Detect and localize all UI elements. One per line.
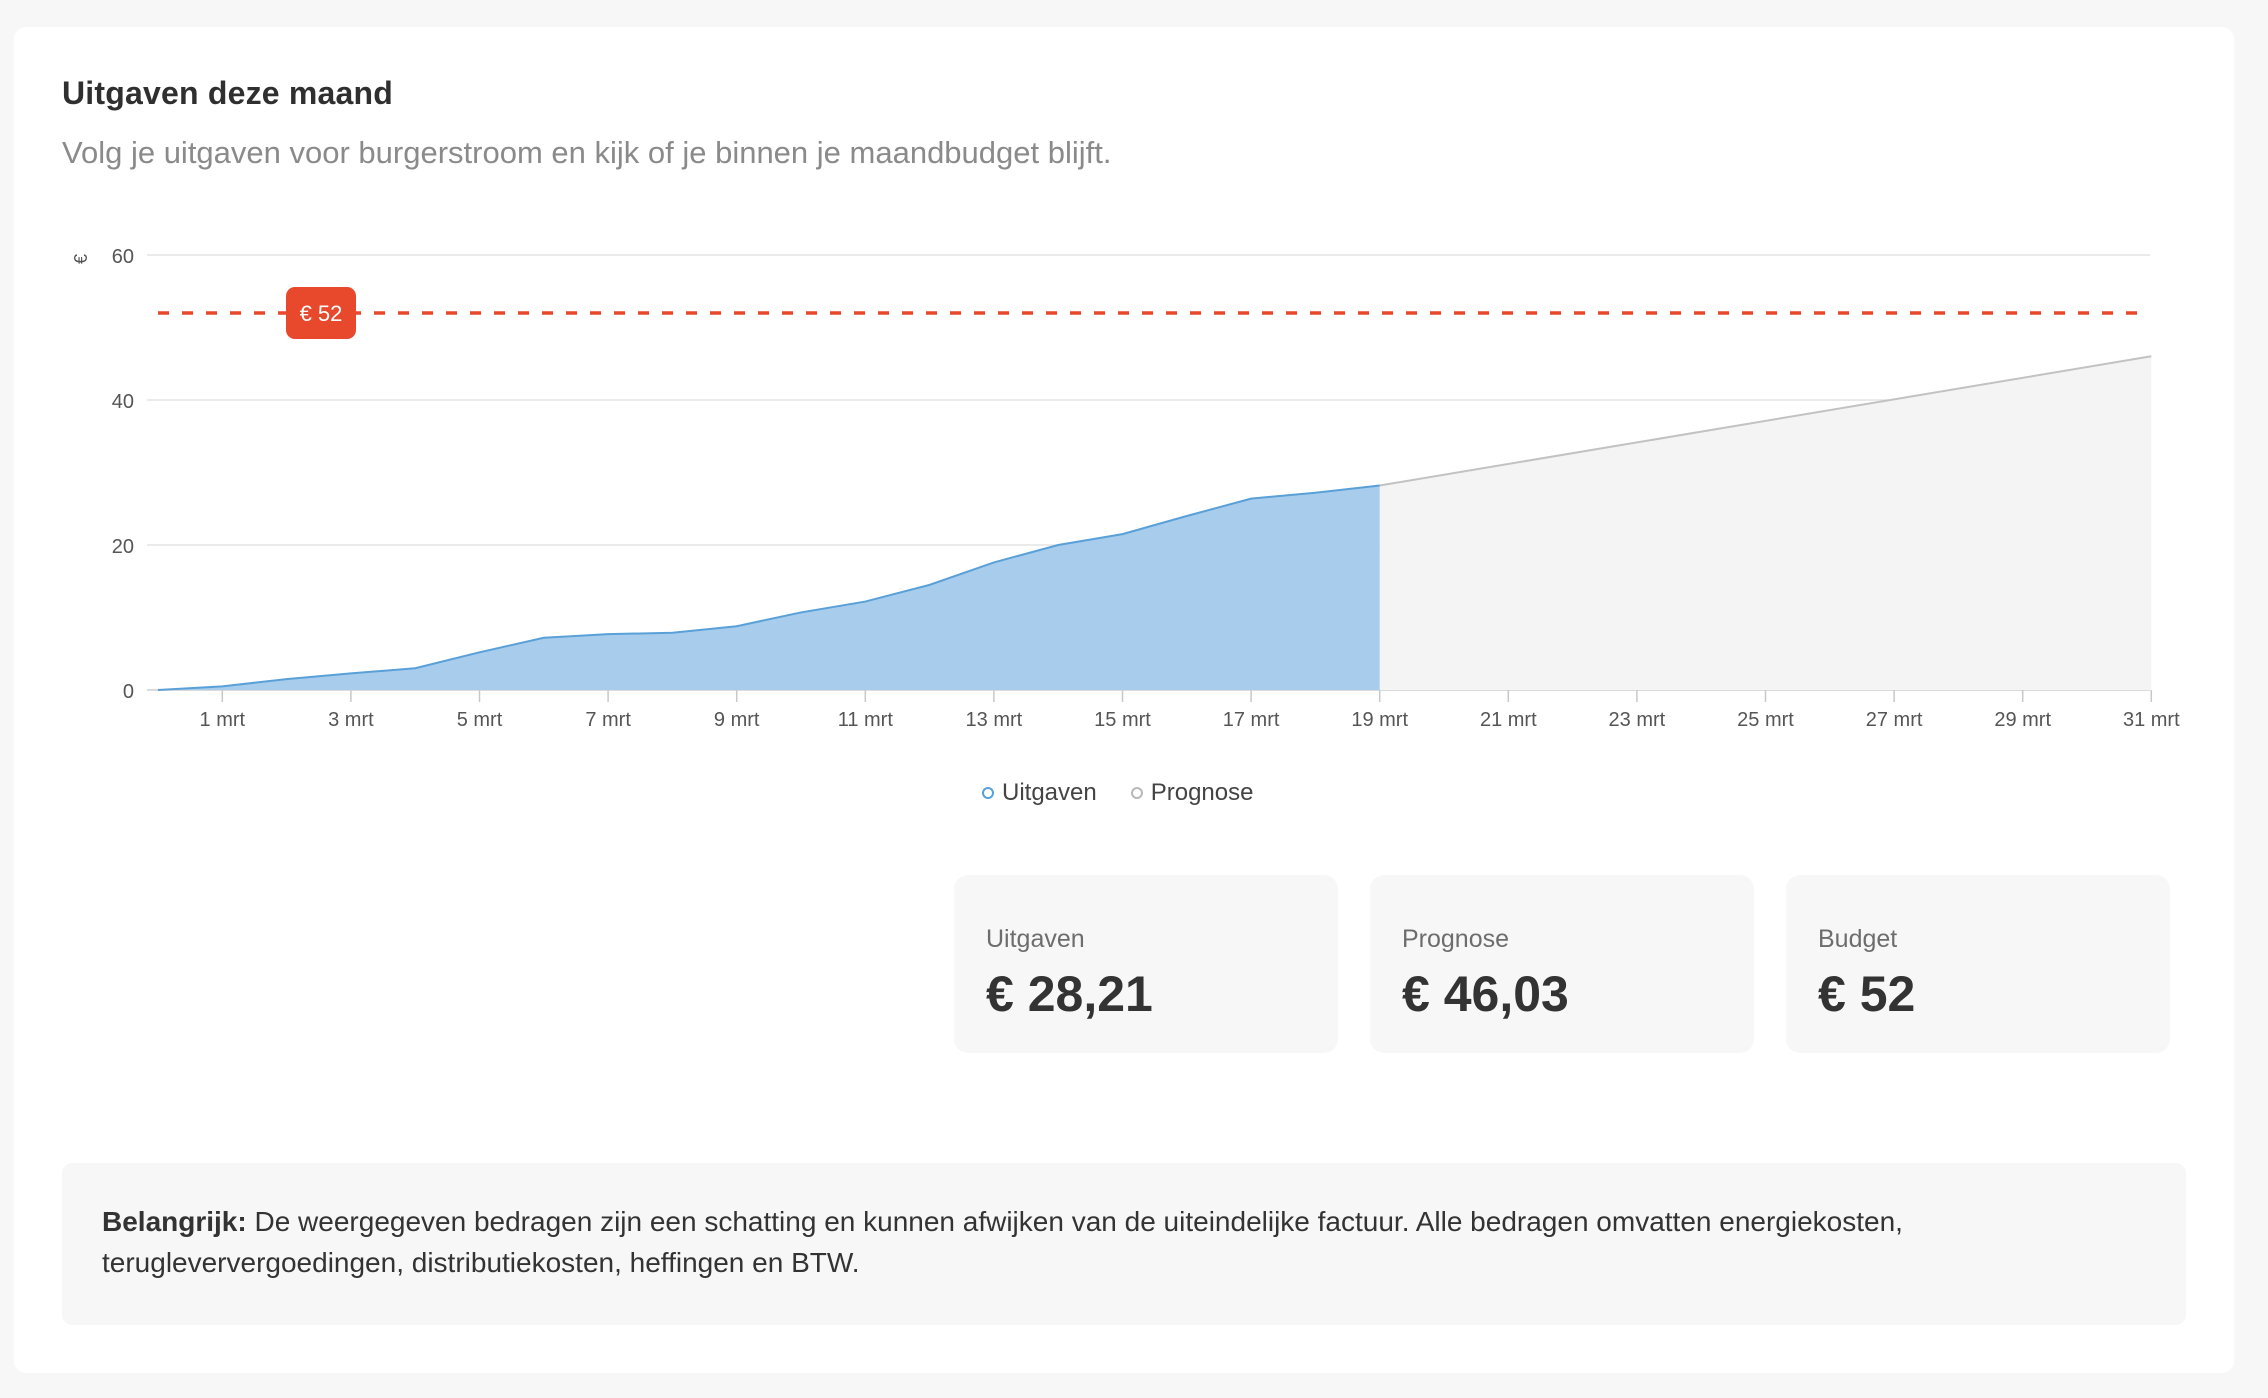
spending-chart: 0 20 40 60 €1 mrt 3 mrt 5 mrt 7 mrt 9 mrt 11 mrt 1… xyxy=(71,246,2180,731)
x-tick-label: 15 mrt xyxy=(1094,709,1151,731)
stat-card-uitgaven: Uitgaven € 28,21 xyxy=(954,875,1338,1053)
chart-legend: Uitgaven Prognose xyxy=(982,779,1287,807)
x-tick-label: 11 mrt xyxy=(838,709,894,731)
legend-uitgaven-icon xyxy=(982,787,994,799)
budget-badge xyxy=(286,287,356,339)
x-tick-label: 9 mrt xyxy=(714,709,760,731)
x-tick-label: 7 mrt xyxy=(585,709,631,731)
disclaimer-notice: Belangrijk: De weergegeven bedragen zijn… xyxy=(62,1163,2186,1325)
legend-item-prognose[interactable]: Prognose xyxy=(1130,779,1254,807)
legend-label: Uitgaven xyxy=(1002,779,1097,806)
x-tick-label: 3 mrt xyxy=(328,709,374,731)
y-tick-label: 60 xyxy=(112,246,134,268)
y-axis-label: € xyxy=(71,254,91,264)
x-tick-label: 23 mrt xyxy=(1609,709,1666,731)
page-subtitle: Volg je uitgaven voor burgerstroom en ki… xyxy=(62,135,1112,170)
x-tick-label: 31 mrt xyxy=(2123,709,2180,731)
legend-label: Prognose xyxy=(1150,779,1254,806)
x-tick-label: 25 mrt xyxy=(1737,709,1794,731)
stat-label: Uitgaven xyxy=(986,925,1085,953)
stat-card-prognose: Prognose € 46,03 xyxy=(1370,875,1754,1053)
legend-item-uitgaven[interactable]: Uitgaven xyxy=(982,779,1097,807)
stat-value: € 28,21 xyxy=(986,966,1153,1022)
x-tick-label: 27 mrt xyxy=(1866,709,1923,731)
page-title: Uitgaven deze maand xyxy=(62,75,394,111)
x-tick-label: 19 mrt xyxy=(1351,709,1408,731)
stat-value: € 52 xyxy=(1818,966,1916,1022)
spending-area xyxy=(158,485,1380,690)
forecast-line xyxy=(1379,355,2152,487)
notice-bold: Belangrijk: xyxy=(102,1206,247,1237)
stat-label: Budget xyxy=(1818,925,1898,953)
x-tick-label: 13 mrt xyxy=(966,709,1023,731)
budget-badge-label: € 52 xyxy=(300,301,343,326)
stat-card-budget: Budget € 52 xyxy=(1786,875,2170,1053)
y-tick-label: 20 xyxy=(112,536,134,558)
legend-prognose-icon xyxy=(1130,787,1143,799)
x-tick-label: 5 mrt xyxy=(457,709,503,731)
x-tick-label: 1 mrt xyxy=(200,709,246,731)
stat-value: € 46,03 xyxy=(1402,966,1569,1022)
stat-label: Prognose xyxy=(1402,925,1510,953)
spending-line xyxy=(157,484,1380,691)
x-tick-label: 17 mrt xyxy=(1223,709,1280,731)
y-tick-label: 0 xyxy=(123,681,134,703)
x-tick-label: 21 mrt xyxy=(1480,709,1537,731)
x-tick-label: 29 mrt xyxy=(1994,709,2051,731)
notice-text: De weergegeven bedragen zijn een schatti… xyxy=(102,1206,1903,1278)
y-tick-label: 40 xyxy=(112,391,134,413)
forecast-area xyxy=(1379,356,2152,690)
spending-card: Uitgaven deze maand Volg je uitgaven voo… xyxy=(14,27,2234,1373)
